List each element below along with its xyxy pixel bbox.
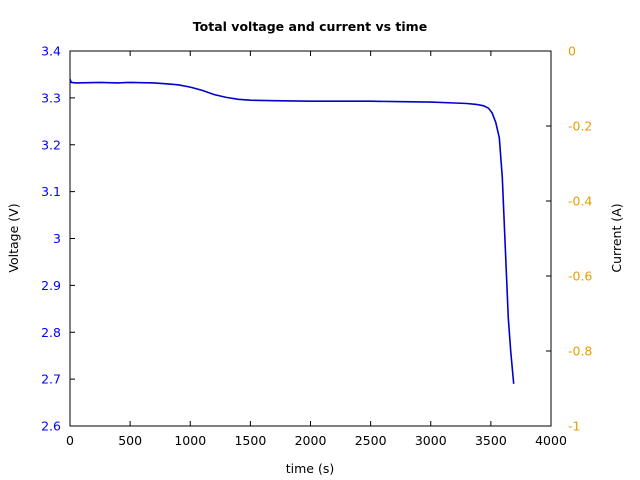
y2-tick-label: -0.2 — [568, 119, 592, 134]
x-axis-label: time (s) — [286, 461, 334, 476]
y2-tick-label: -0.6 — [568, 269, 592, 284]
y-tick-label: 3.4 — [41, 44, 61, 59]
y-tick-label: 2.7 — [41, 372, 61, 387]
x-tick-label: 3500 — [475, 433, 507, 448]
y-ticks: 2.6 2.7 2.8 2.9 3 3.1 3.2 3.3 3.4 — [41, 44, 75, 434]
y-tick-label: 3.2 — [41, 137, 61, 152]
chart-title: Total voltage and current vs time — [193, 19, 427, 34]
x-tick-label: 0 — [66, 433, 74, 448]
y2-tick-label: 0 — [568, 44, 576, 59]
x-ticks: 0 500 1000 1500 2000 2500 3000 3500 4000 — [66, 51, 567, 448]
y2-tick-label: -0.8 — [568, 344, 592, 359]
plot-frame — [69, 50, 552, 427]
y-tick-label: 3.1 — [41, 184, 61, 199]
y2-tick-label: -0.4 — [568, 194, 592, 209]
x-tick-label: 3000 — [415, 433, 447, 448]
y2-axis-label: Current (A) — [609, 203, 624, 272]
y2-ticks: -1 -0.8 -0.6 -0.4 -0.2 0 — [546, 44, 592, 434]
x-tick-label: 2500 — [355, 433, 387, 448]
y-axis-label: Voltage (V) — [6, 203, 21, 272]
y-tick-label: 2.6 — [41, 419, 61, 434]
x-tick-label: 1500 — [234, 433, 266, 448]
y2-tick-label: -1 — [568, 419, 580, 434]
x-tick-label: 1000 — [174, 433, 206, 448]
y-tick-label: 2.8 — [41, 325, 61, 340]
y-tick-label: 2.9 — [41, 278, 61, 293]
voltage-line — [69, 78, 515, 384]
x-tick-label: 2000 — [295, 433, 327, 448]
x-tick-label: 4000 — [535, 433, 567, 448]
x-tick-label: 500 — [118, 433, 142, 448]
y-tick-label: 3 — [53, 231, 61, 246]
y-tick-label: 3.3 — [41, 90, 61, 105]
